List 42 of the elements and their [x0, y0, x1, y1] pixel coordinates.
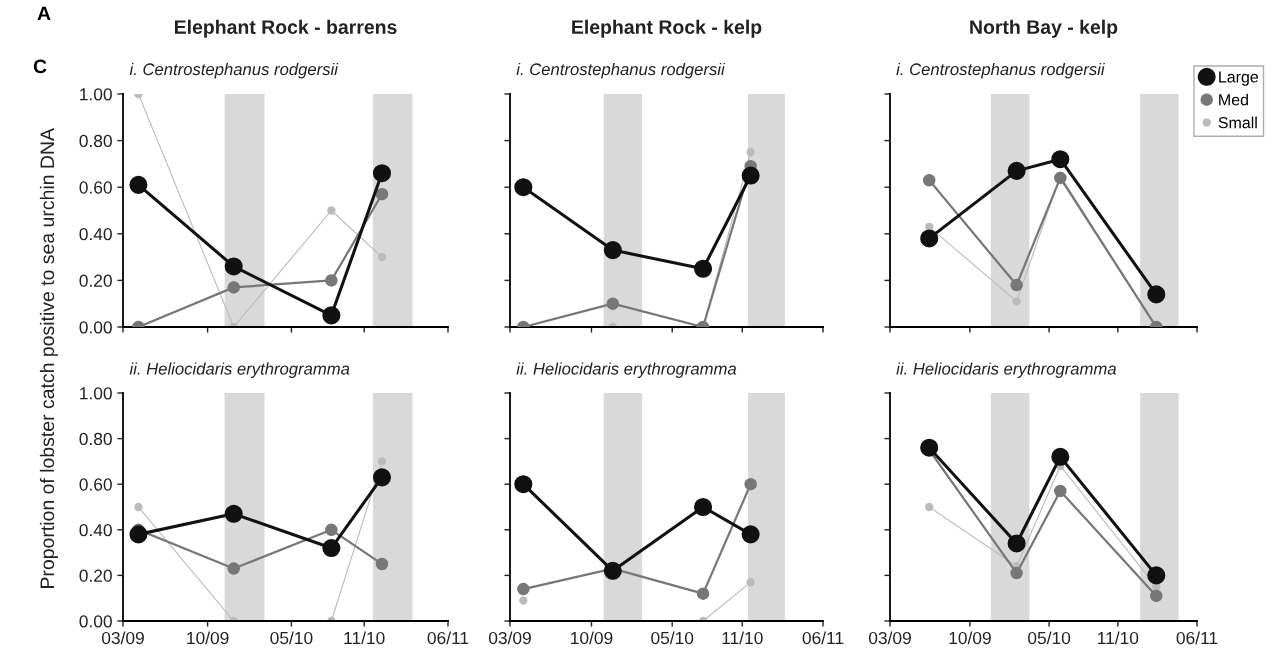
x-tick-label: 03/09 [488, 631, 531, 645]
x-tick-label: 03/09 [868, 631, 911, 645]
y-tick-label: 0.80 [79, 134, 112, 148]
y-tick-label: 0.60 [79, 478, 112, 491]
chart-subtitle: i. Centrostephanus rodgersii [129, 62, 339, 79]
x-tick-label: 10/09 [949, 631, 991, 645]
x-tick-label: 11/10 [344, 631, 385, 645]
y-axis-title: Proportion of lobster catch positive to sea urchin DNA [39, 128, 58, 588]
chart-subtitle: i. Centrostephanus rodgersii [516, 62, 726, 79]
text: C [33, 59, 47, 74]
y-tick-label: 1.00 [80, 88, 112, 101]
x-tick-label: 10/09 [571, 631, 613, 645]
y-tick-label: 0.00 [79, 615, 112, 628]
chart-subtitle: ii. Heliocidaris erythrogramma [896, 362, 1117, 378]
x-tick-label: 03/09 [101, 631, 144, 645]
y-tick-label: 0.20 [79, 569, 112, 582]
y-tick-label: 0.20 [79, 274, 112, 287]
chart-subtitle: ii. Heliocidaris erythrogramma [516, 362, 737, 378]
chart-title: North Bay - kelp [970, 19, 1118, 38]
chart-subtitle: i. Centrostephanus rodgersii [896, 62, 1105, 79]
x-tick-label: 11/10 [1098, 631, 1139, 645]
x-tick-label: 06/11 [427, 631, 469, 645]
x-tick-label: 06/11 [802, 631, 844, 645]
x-tick-label: 11/10 [722, 631, 763, 645]
y-tick-label: 1.00 [80, 387, 112, 400]
y-tick-label: 0.40 [79, 227, 112, 241]
x-tick-label: 05/10 [651, 631, 694, 645]
x-tick-label: 06/11 [1176, 631, 1218, 645]
x-tick-label: 10/09 [187, 631, 229, 645]
legend-label: Large [1219, 71, 1259, 86]
chart-subtitle: ii. Heliocidaris erythrogramma [129, 362, 350, 378]
legend-label: Med [1219, 93, 1248, 106]
chart-title: Elephant Rock - kelp [572, 19, 762, 38]
chart-title: Elephant Rock - barrens [174, 19, 397, 38]
x-tick-label: 05/10 [1028, 631, 1071, 645]
y-tick-label: 0.80 [79, 432, 112, 446]
legend-label: Small [1218, 116, 1257, 129]
y-tick-label: 0.00 [79, 321, 112, 334]
x-tick-label: 05/10 [270, 631, 313, 645]
text: A [37, 6, 51, 21]
y-tick-label: 0.40 [79, 523, 112, 537]
y-tick-label: 0.60 [79, 181, 112, 194]
